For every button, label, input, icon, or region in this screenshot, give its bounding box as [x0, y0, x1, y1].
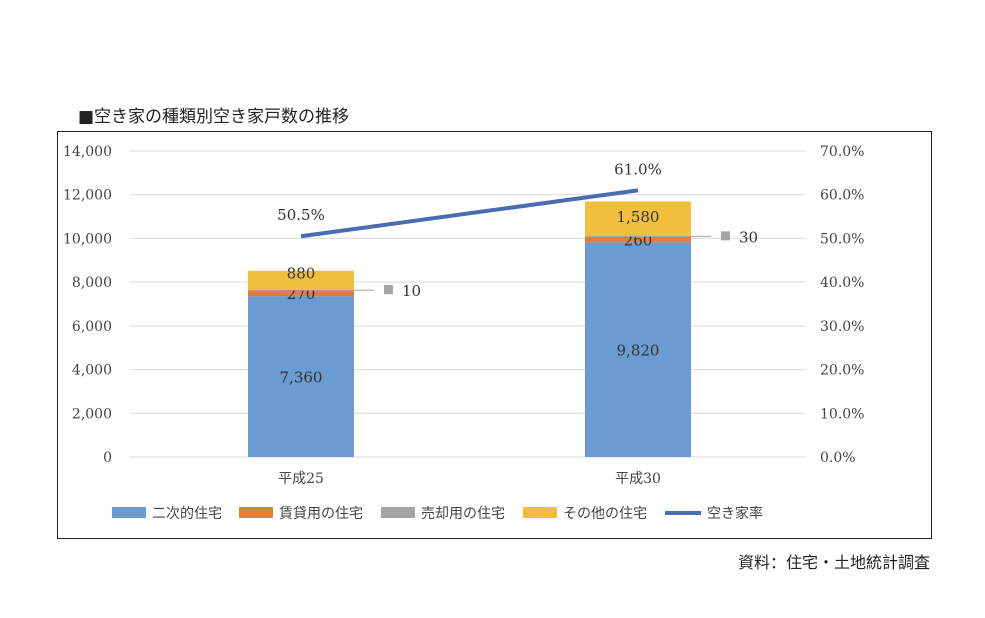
y-tick-label: 6,000	[72, 319, 112, 335]
x-tick-label: 平成25	[278, 471, 324, 487]
y2-tick-label: 40.0%	[820, 275, 864, 291]
bar-segment	[585, 242, 691, 457]
y2-tick-label: 60.0%	[820, 188, 864, 204]
legend-label: 賃貸用の住宅	[279, 506, 363, 522]
y-tick-label: 10,000	[63, 231, 112, 247]
legend-label: 売却用の住宅	[421, 506, 505, 522]
bar-segment	[585, 236, 691, 237]
bar-segment	[585, 201, 691, 237]
data-label: 9,820	[617, 342, 660, 360]
data-label: 7,360	[280, 369, 323, 387]
legend-swatch-icon	[239, 507, 273, 518]
chart-frame	[57, 131, 932, 539]
y2-tick-label: 0.0%	[820, 450, 856, 466]
bar-segment	[248, 296, 354, 457]
bar-segment	[248, 290, 354, 297]
data-label: 30	[739, 228, 758, 246]
line-data-label: 50.5%	[277, 206, 325, 224]
y2-tick-label: 30.0%	[820, 319, 864, 335]
y-tick-label: 12,000	[63, 188, 112, 204]
legend-swatch-icon	[381, 507, 415, 518]
bar-segment	[248, 290, 354, 291]
y2-tick-label: 70.0%	[820, 144, 864, 160]
data-label: 10	[402, 282, 421, 300]
source-note: 資料：住宅・土地統計調査	[737, 553, 930, 572]
legend-label: 空き家率	[707, 505, 763, 522]
legend-marker-icon	[384, 285, 393, 295]
legend-marker-icon	[721, 231, 730, 241]
legend-label: その他の住宅	[563, 506, 647, 522]
chart-title: ■空き家の種類別空き家戸数の推移	[78, 107, 350, 127]
y2-tick-label: 20.0%	[820, 363, 864, 379]
y2-tick-label: 50.0%	[820, 231, 864, 247]
y-tick-label: 0	[103, 450, 112, 466]
legend-swatch-icon	[112, 507, 146, 518]
line-data-label: 61.0%	[614, 160, 662, 178]
x-tick-label: 平成30	[615, 471, 661, 487]
bar-segment	[585, 236, 691, 243]
bar-segment	[248, 270, 354, 291]
y-tick-label: 4,000	[72, 363, 112, 379]
rate-line	[300, 188, 639, 239]
y-tick-label: 14,000	[63, 144, 112, 160]
y-tick-label: 8,000	[72, 275, 112, 291]
data-label: 1,580	[617, 208, 660, 226]
y2-tick-label: 10.0%	[820, 406, 864, 422]
legend-swatch-icon	[523, 507, 557, 518]
y-tick-label: 2,000	[72, 406, 112, 422]
legend-label: 二次的住宅	[152, 506, 222, 522]
data-label: 880	[287, 264, 316, 282]
